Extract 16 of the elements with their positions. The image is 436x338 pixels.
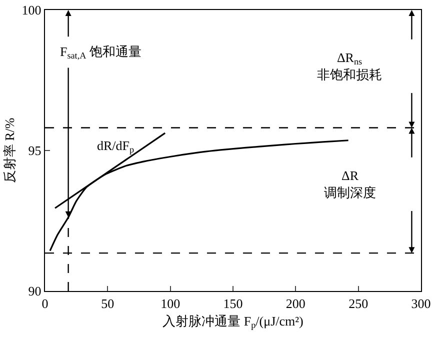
- x-tick-label: 250: [348, 296, 368, 311]
- annotation: ΔR 调制深度: [324, 168, 376, 200]
- y-axis-title: 反射率 R/%: [2, 118, 17, 184]
- x-tick-label: 0: [42, 296, 48, 311]
- x-axis-title: 入射脉冲通量 F$_{p}$/(μJ/cm²): [162, 313, 304, 330]
- x-tick-label: 50: [101, 296, 114, 311]
- y-tick-label: 100: [22, 2, 42, 18]
- annotation: ΔR$_{ns}$ 非饱和损耗: [317, 50, 382, 82]
- annotation: F$_{sat,A}$ 饱和通量: [60, 44, 142, 61]
- y-tick-label: 90: [28, 284, 42, 299]
- x-tick-label: 300: [411, 296, 431, 311]
- y-tick-label: 95: [28, 143, 42, 158]
- x-tick-label: 200: [286, 296, 306, 311]
- x-tick-label: 100: [160, 296, 180, 311]
- annotation: dR/dF$_{p}$: [97, 138, 135, 155]
- x-tick-label: 150: [223, 296, 243, 311]
